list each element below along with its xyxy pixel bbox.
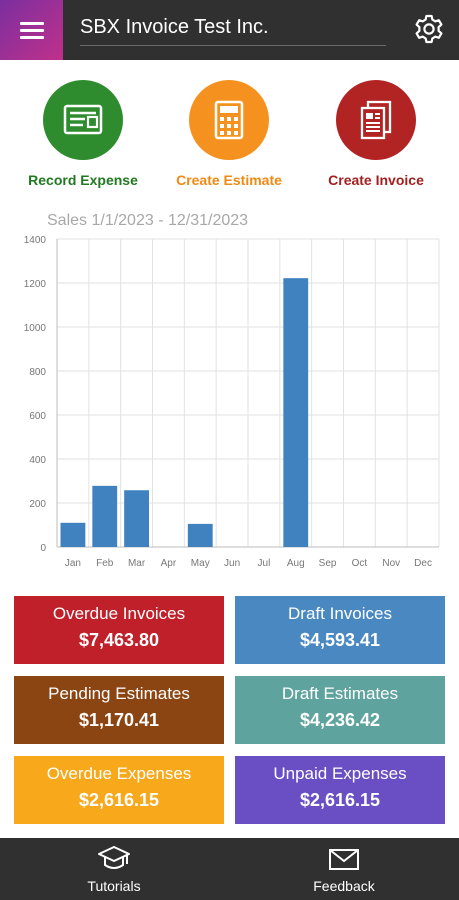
tile-value: $7,463.80	[78, 630, 160, 650]
record-expense-circle	[43, 80, 123, 160]
gear-icon	[415, 14, 443, 44]
x-tick-label: Nov	[382, 558, 400, 569]
create-estimate-label: Create Estimate	[176, 172, 282, 188]
bar-feb	[92, 485, 118, 547]
x-tick-label: Aug	[287, 558, 305, 569]
x-tick-label: Jan	[65, 558, 81, 569]
x-tick-label: Dec	[414, 558, 432, 569]
feedback-label: Feedback	[313, 878, 375, 894]
draft-invoices-tile[interactable]: Draft Invoices $4,593.41	[235, 596, 445, 664]
pending-estimates-tile[interactable]: Pending Estimates $1,170.41	[14, 676, 224, 744]
record-expense-button[interactable]: Record Expense	[8, 80, 158, 188]
sales-chart: 0 200 400 600 800 1000 1200 1400 Jan Feb Mar Apr May…	[24, 235, 440, 569]
y-tick-label: 1400	[24, 235, 47, 246]
feedback-nav[interactable]: Feedback	[284, 838, 404, 900]
hamburger-icon	[19, 22, 44, 39]
tile-label: Pending Estimates	[48, 684, 190, 703]
bar-jan	[60, 522, 86, 547]
tutorials-label: Tutorials	[87, 878, 141, 894]
tile-value: $4,236.42	[299, 710, 381, 730]
y-tick-label: 400	[29, 455, 46, 466]
company-title[interactable]: SBX Invoice Test Inc.	[80, 16, 269, 38]
draft-estimates-tile[interactable]: Draft Estimates $4,236.42	[235, 676, 445, 744]
top-app-bar: SBX Invoice Test Inc.	[0, 0, 459, 60]
x-tick-label: Jul	[258, 558, 271, 569]
calculator-icon	[214, 100, 244, 140]
y-tick-label: 0	[40, 543, 46, 554]
record-expense-label: Record Expense	[28, 172, 138, 188]
create-estimate-button[interactable]: Create Estimate	[154, 80, 304, 188]
create-estimate-circle	[189, 80, 269, 160]
envelope-icon	[329, 849, 359, 870]
x-tick-label: Oct	[352, 558, 368, 569]
tile-value: $2,616.15	[78, 790, 160, 810]
overdue-invoices-tile[interactable]: Overdue Invoices $7,463.80	[14, 596, 224, 664]
create-invoice-circle	[336, 80, 416, 160]
tile-label: Overdue Invoices	[52, 604, 186, 623]
x-tick-label: Mar	[128, 558, 146, 569]
tile-label: Overdue Expenses	[46, 764, 192, 783]
chart-title: Sales 1/1/2023 - 12/31/2023	[47, 212, 249, 229]
bar-may	[187, 523, 213, 547]
menu-button[interactable]	[0, 0, 63, 60]
tile-label: Unpaid Expenses	[273, 764, 407, 783]
bottom-nav: Tutorials Feedback	[0, 838, 459, 900]
bar-mar	[124, 490, 149, 547]
create-invoice-button[interactable]: Create Invoice	[301, 80, 451, 188]
y-tick-label: 600	[29, 411, 46, 422]
create-invoice-label: Create Invoice	[328, 172, 424, 188]
x-tick-label: May	[191, 558, 210, 569]
document-icon	[360, 100, 392, 140]
overdue-expenses-tile[interactable]: Overdue Expenses $2,616.15	[14, 756, 224, 824]
y-tick-label: 800	[29, 367, 46, 378]
x-tick-label: Sep	[319, 558, 337, 569]
x-tick-label: Jun	[224, 558, 240, 569]
tutorials-nav[interactable]: Tutorials	[54, 838, 174, 900]
y-tick-label: 200	[29, 499, 46, 510]
settings-button[interactable]	[412, 12, 446, 46]
graduation-cap-icon	[98, 846, 130, 869]
y-tick-label: 1000	[24, 323, 47, 334]
tile-value: $1,170.41	[78, 710, 160, 730]
y-tick-label: 1200	[24, 279, 47, 290]
tile-value: $2,616.15	[299, 790, 381, 810]
tile-label: Draft Estimates	[281, 684, 399, 703]
x-tick-label: Apr	[161, 558, 177, 569]
unpaid-expenses-tile[interactable]: Unpaid Expenses $2,616.15	[235, 756, 445, 824]
x-tick-label: Feb	[96, 558, 114, 569]
tile-label: Draft Invoices	[288, 604, 392, 623]
bar-aug	[283, 278, 309, 547]
tile-value: $4,593.41	[299, 630, 381, 650]
receipt-icon	[63, 104, 103, 135]
title-underline	[80, 45, 386, 46]
